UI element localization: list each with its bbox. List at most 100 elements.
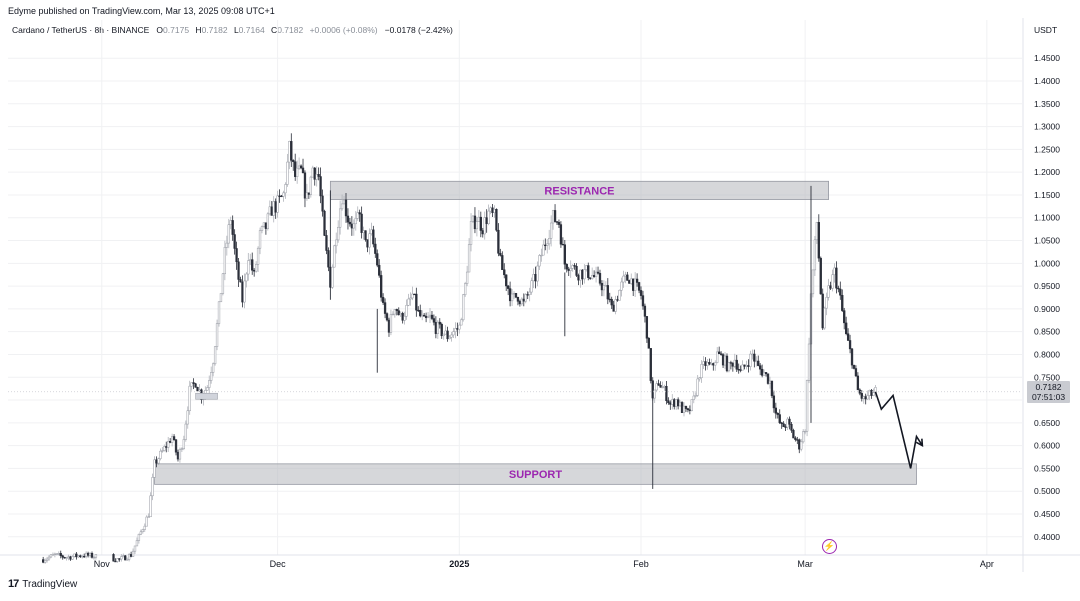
x-tick-label: Apr xyxy=(980,559,994,569)
candle-body xyxy=(268,206,271,215)
candle-body xyxy=(327,250,330,268)
y-tick-label: 0.7500 xyxy=(1034,372,1060,382)
candle-body xyxy=(675,399,678,407)
y-tick-label: 1.1500 xyxy=(1034,190,1060,200)
candle-body xyxy=(436,321,439,334)
candle-body xyxy=(415,293,418,311)
resistance-label: RESISTANCE xyxy=(544,185,614,197)
candle-body xyxy=(389,314,393,333)
candle-body xyxy=(71,556,74,560)
candle-body xyxy=(827,285,830,298)
candle-body xyxy=(253,270,256,272)
candle-body xyxy=(206,387,209,391)
candle-body xyxy=(467,244,471,273)
candle-body xyxy=(380,275,383,298)
candle-body xyxy=(63,556,66,559)
bar-countdown: 07:51:03 xyxy=(1031,392,1066,402)
candle-body xyxy=(301,167,305,174)
candle-body xyxy=(452,331,455,336)
candle-body xyxy=(780,422,783,425)
candle-body xyxy=(634,278,637,291)
candle-body xyxy=(446,330,449,340)
currency-label[interactable]: USDT xyxy=(1034,25,1058,35)
candle-body xyxy=(719,353,723,355)
candle-body xyxy=(528,291,531,295)
candle-body xyxy=(712,363,715,366)
candle-body xyxy=(762,372,766,376)
y-tick-label: 0.6500 xyxy=(1034,418,1060,428)
candle-body xyxy=(233,234,236,249)
low-label: L xyxy=(233,25,239,35)
candle-body xyxy=(487,210,490,225)
candle-body xyxy=(524,294,527,302)
candle-body xyxy=(696,378,699,396)
candle-body xyxy=(243,280,246,303)
candle-body xyxy=(378,264,381,276)
close-label: C xyxy=(271,25,278,35)
candle-body xyxy=(774,407,777,414)
candle-body xyxy=(454,328,457,332)
low-value: 0.7164 xyxy=(238,25,265,35)
lightning-icon[interactable]: ⚡ xyxy=(822,539,837,554)
candle-body xyxy=(612,304,615,312)
candle-body xyxy=(325,235,328,251)
y-tick-label: 0.5500 xyxy=(1034,463,1060,473)
candle-body xyxy=(430,314,434,319)
candle-body xyxy=(90,552,94,558)
candle-body xyxy=(370,229,373,235)
candle-body xyxy=(639,290,643,296)
candle-body xyxy=(297,165,301,169)
candle-body xyxy=(843,310,846,324)
candle-body xyxy=(217,301,221,324)
candle-body xyxy=(848,340,852,350)
close-value: 0.7182 xyxy=(277,25,304,35)
y-tick-label: 1.4000 xyxy=(1034,76,1060,86)
candle-body xyxy=(225,242,228,248)
candle-body xyxy=(522,298,525,302)
candle-body xyxy=(256,247,260,265)
candle-body xyxy=(682,405,686,413)
candle-body xyxy=(180,448,184,450)
candle-body xyxy=(610,299,613,306)
candle-body xyxy=(485,217,488,225)
candle-body xyxy=(77,555,80,558)
symbol-title[interactable]: Cardano / TetherUS · 8h · BINANCE xyxy=(12,25,150,35)
candle-body xyxy=(305,192,309,199)
candle-body xyxy=(676,399,680,407)
candle-body xyxy=(616,299,619,301)
candle-body xyxy=(749,353,752,367)
candle-body xyxy=(272,201,275,216)
candle-body xyxy=(516,296,520,302)
candle-body xyxy=(262,222,266,227)
candle-body xyxy=(798,439,801,450)
candle-body xyxy=(716,351,719,363)
candle-body xyxy=(686,408,690,410)
candle-body xyxy=(817,222,820,259)
candle-body xyxy=(794,437,797,440)
candle-body xyxy=(284,184,287,194)
candle-body xyxy=(714,362,717,366)
candle-body xyxy=(387,319,391,333)
candle-body xyxy=(542,244,545,256)
candle-body xyxy=(692,395,695,400)
candle-body xyxy=(381,297,385,303)
candle-body xyxy=(591,275,594,279)
candle-body xyxy=(534,274,537,282)
candle-body xyxy=(368,233,371,248)
candle-body xyxy=(577,275,580,281)
candle-body xyxy=(94,554,98,558)
y-tick-label: 1.2500 xyxy=(1034,144,1060,154)
candle-body xyxy=(456,328,459,330)
candle-body xyxy=(510,293,514,302)
candle-body xyxy=(51,554,55,556)
candle-body xyxy=(661,386,664,389)
candle-body xyxy=(813,239,817,271)
candle-body xyxy=(579,269,582,281)
candle-body xyxy=(161,450,164,452)
candle-body xyxy=(821,293,824,329)
candle-body xyxy=(864,396,867,400)
candle-body xyxy=(442,333,445,337)
x-tick-label: Mar xyxy=(797,559,813,569)
